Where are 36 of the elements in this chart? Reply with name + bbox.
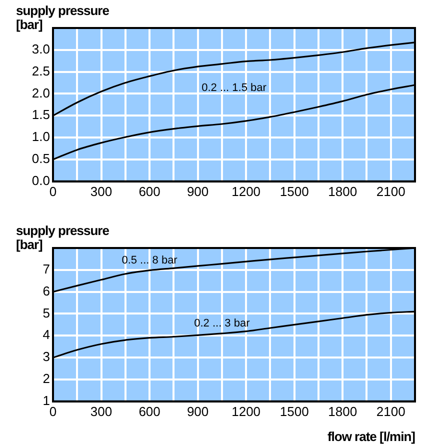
y-tick-label: 3.0	[32, 41, 50, 56]
x-tick-label: 1500	[280, 184, 309, 199]
x-tick-label: 1800	[328, 404, 358, 419]
x-tick-label: 1200	[232, 404, 261, 419]
x-tick-label: 1500	[280, 404, 309, 419]
annotation: 0.2 ... 1.5 bar	[202, 82, 267, 94]
y-tick-label: 5	[42, 305, 50, 320]
series-label: 0.5 ... 8 bar	[122, 254, 178, 266]
y-tick-label: 4	[42, 327, 50, 342]
x-tick-label: 600	[138, 184, 160, 199]
y-tick-label: 3	[42, 349, 50, 364]
y-tick-label: 2	[42, 371, 50, 386]
y-tick-label: 6	[42, 283, 50, 298]
y-tick-label: 7	[42, 261, 50, 276]
x-tick-label: 900	[186, 404, 209, 419]
x-tick-label: 900	[186, 184, 209, 199]
y-axis-title: supply pressure [bar]	[16, 3, 110, 32]
x-tick-label: 1800	[328, 184, 358, 199]
series-label: 0.2 ... 3 bar	[194, 317, 250, 330]
x-tick-label: 0	[49, 404, 57, 419]
x-tick-label: 600	[138, 404, 160, 419]
y-axis-title: supply pressure [bar]	[16, 223, 110, 252]
x-tick-label: 300	[90, 404, 112, 419]
y-tick-label: 2.5	[32, 63, 50, 78]
y-tick-label: 1.0	[32, 129, 50, 144]
y-tick-label: 2.0	[32, 85, 50, 100]
y-tick-label: 0.5	[32, 151, 50, 166]
y-tick-label: 0.0	[32, 172, 50, 188]
x-tick-label: 1200	[232, 184, 261, 199]
x-tick-label: 0	[49, 184, 57, 199]
x-tick-label: 300	[90, 184, 112, 199]
y-tick-label: 1.5	[32, 107, 50, 122]
y-tick-label: 1	[42, 392, 50, 408]
x-tick-label: 2100	[376, 404, 406, 419]
x-axis-title: flow rate [l/min]	[327, 429, 415, 444]
x-tick-label: 2100	[376, 184, 406, 199]
